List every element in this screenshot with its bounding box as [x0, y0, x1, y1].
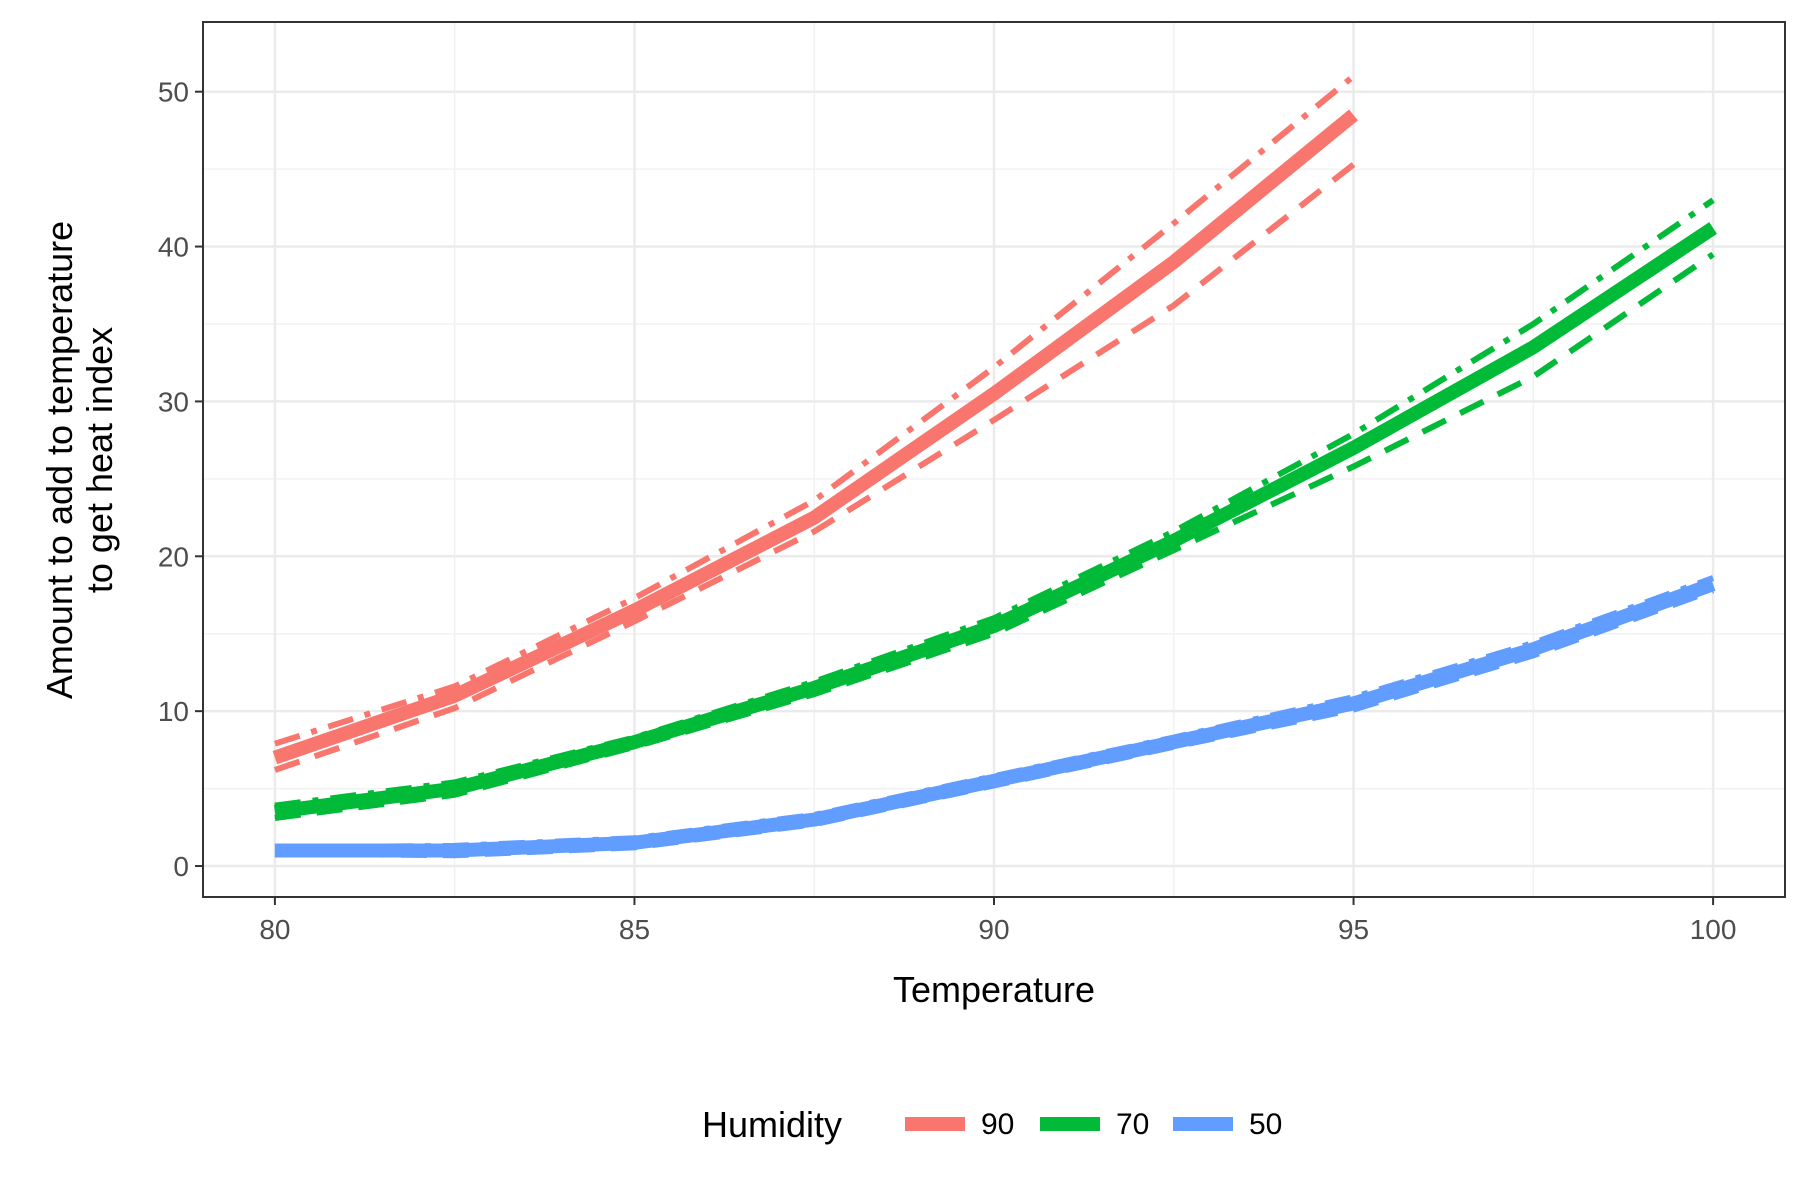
series-70 [274, 197, 1717, 821]
series-70-line [274, 222, 1717, 819]
legend-title: Humidity [702, 1104, 842, 1145]
series-50-line [274, 577, 1716, 858]
major-gridlines [203, 22, 1785, 897]
x-tick-label: 85 [619, 914, 650, 945]
y-axis: 0 10 20 30 40 50 [158, 77, 203, 882]
legend-label-90: 90 [981, 1108, 1014, 1141]
legend-label-50: 50 [1249, 1108, 1282, 1141]
y-axis-title: Amount to add to temperature to get heat… [39, 221, 120, 699]
y-tick-label: 10 [158, 696, 189, 727]
series-50 [274, 575, 1716, 859]
series-90-upper-line [273, 73, 1356, 747]
y-tick-label: 20 [158, 541, 189, 572]
x-tick-label: 100 [1690, 914, 1737, 945]
legend: Humidity 90 70 50 [702, 1104, 1282, 1145]
y-tick-label: 40 [158, 232, 189, 263]
x-axis-title: Temperature [893, 969, 1095, 1010]
legend-label-70: 70 [1116, 1108, 1149, 1141]
y-axis-title-line-1: Amount to add to temperature [39, 221, 80, 699]
x-axis: 80 85 90 95 100 [259, 897, 1736, 945]
x-tick-label: 90 [978, 914, 1009, 945]
x-tick-label: 95 [1338, 914, 1369, 945]
y-tick-label: 50 [158, 77, 189, 108]
y-tick-label: 0 [173, 851, 189, 882]
x-tick-label: 80 [259, 914, 290, 945]
series-90 [272, 73, 1358, 773]
series-70-lower-line [274, 251, 1715, 821]
y-axis-title-line-2: to get heat index [79, 327, 120, 593]
series-90-lower-line [273, 162, 1356, 773]
series-90-line [272, 109, 1358, 765]
y-tick-label: 30 [158, 386, 189, 417]
series-layer [272, 73, 1717, 859]
